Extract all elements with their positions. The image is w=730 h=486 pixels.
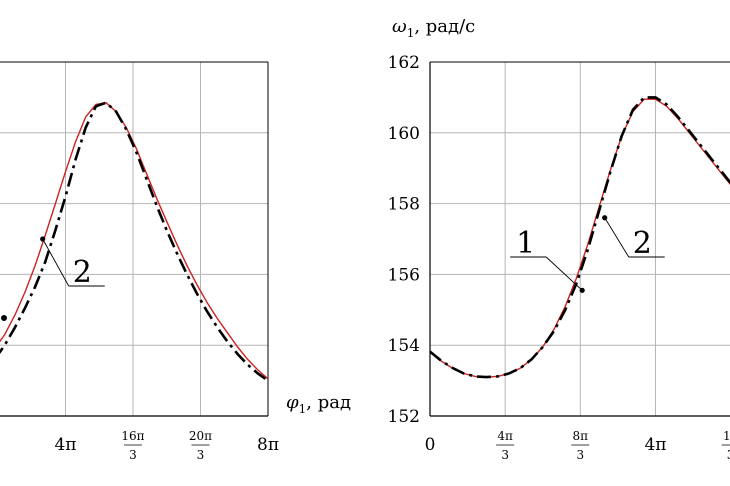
right-x-tick-label: 4π: [644, 435, 666, 455]
right-series-dashdot-line: [430, 96, 730, 379]
right-callout-label: 2: [633, 226, 652, 261]
right-x-tick-num: 16: [723, 429, 730, 443]
left-x-tick-num: 20π: [189, 429, 212, 443]
right-x-tick-num: 8π: [573, 429, 589, 443]
right-callout-label: 1: [516, 226, 535, 261]
left-callout-label: 2: [73, 255, 92, 290]
right-y-tick-label: 156: [388, 265, 420, 285]
right-chart: 152 154 156 158 160 162 0 4π 3 8π 3 4π 16 3 1 2: [388, 53, 730, 462]
right-callout-dot: [602, 215, 608, 221]
right-x-tick-num: 4π: [497, 429, 513, 443]
right-y-tick-label: 154: [388, 336, 420, 356]
right-y-tick-label: 162: [388, 53, 420, 73]
left-x-tick-num: 16π: [121, 429, 144, 443]
left-x-tick-den: 3: [197, 448, 205, 462]
left-x-tick-label: 4π: [54, 435, 76, 455]
right-x-tick-den: 3: [576, 448, 584, 462]
left-edge-marker: [1, 315, 7, 321]
left-x-tick-label: 8π: [257, 435, 279, 455]
right-y-tick-label: 158: [388, 195, 420, 215]
right-callout-leader: [604, 217, 630, 258]
right-callout-leader: [545, 256, 583, 291]
left-chart: 4π 16π 3 20π 3 8π 2: [0, 61, 279, 462]
right-y-axis-title: ω1, рад/с: [392, 16, 475, 40]
left-callout-leader: [42, 238, 70, 287]
left-x-axis-title: φ1, рад: [286, 392, 351, 416]
right-x-tick-den: 3: [501, 448, 509, 462]
right-y-tick-label: 152: [388, 407, 420, 427]
right-x-tick-label: 0: [425, 435, 436, 455]
left-x-tick-den: 3: [129, 448, 137, 462]
right-y-tick-label: 160: [388, 124, 420, 144]
left-series-dashdot-line: [0, 101, 268, 382]
right-x-tick-den: 3: [727, 448, 730, 462]
